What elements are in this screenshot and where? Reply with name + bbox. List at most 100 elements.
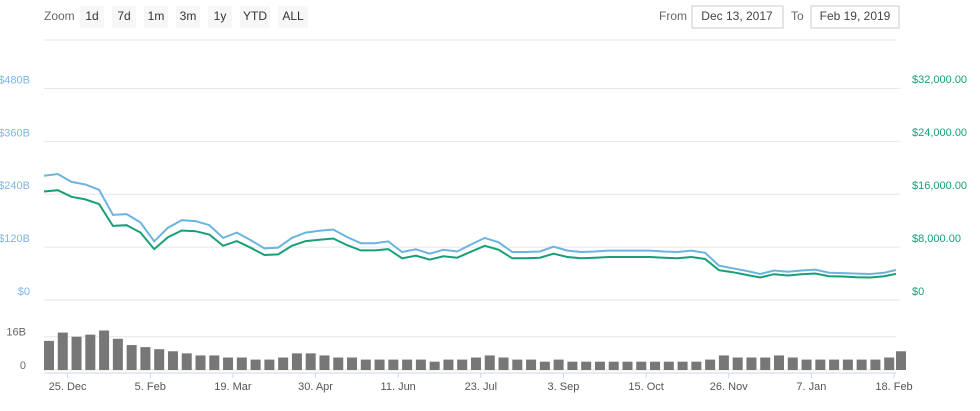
volume-bar (319, 355, 330, 370)
button-bg[interactable] (240, 6, 270, 28)
zoom-label: Zoom (44, 9, 75, 23)
volume-bar (429, 361, 440, 370)
zoom-button[interactable]: 3m (176, 6, 200, 28)
zoom-button[interactable]: 7d (112, 6, 136, 28)
volume-bar (732, 357, 743, 370)
button-label[interactable]: 1d (85, 9, 98, 23)
from-value[interactable]: Dec 13, 2017 (701, 9, 773, 23)
volume-bar (57, 332, 68, 370)
button-bg[interactable] (278, 6, 308, 28)
volume-bar (870, 359, 881, 370)
y-tick-label: $0 (18, 286, 30, 298)
volume-bar (539, 361, 550, 370)
volume-bar (195, 355, 206, 370)
button-bg[interactable] (80, 6, 104, 28)
x-tick-label: 15. Oct (628, 381, 663, 393)
y2-tick-label: $32,000.00 (912, 74, 967, 86)
volume-bar (484, 355, 495, 370)
volume-bar (512, 359, 523, 370)
x-tick-label: 11. Jun (381, 381, 416, 393)
volume-bar (746, 357, 757, 370)
button-label[interactable]: 1y (214, 9, 227, 23)
button-label[interactable]: 1m (148, 9, 165, 23)
button-label[interactable]: YTD (243, 9, 267, 23)
volume-bar (801, 359, 812, 370)
button-label[interactable]: ALL (282, 9, 304, 23)
y2-tick-label: $8,000.00 (912, 233, 961, 245)
zoom-button[interactable]: 1y (208, 6, 232, 28)
volume-bar (457, 359, 468, 370)
y-tick-label: 0 (20, 360, 26, 372)
volume-bar (581, 361, 592, 370)
x-tick-label: 19. Mar (214, 381, 252, 393)
from-input[interactable] (691, 5, 784, 29)
volume-bar (85, 334, 96, 370)
volume-bar (787, 357, 798, 370)
y-tick-label: $120B (0, 233, 30, 245)
volume-bar (140, 347, 151, 370)
zoom-button[interactable]: ALL (278, 6, 308, 28)
from-label: From (659, 9, 687, 23)
volume-bar (181, 353, 192, 370)
y-tick-label: 16B (6, 327, 26, 339)
volume-bar (718, 355, 729, 370)
x-tick-label: 3. Sep (548, 381, 580, 393)
volume-bar (209, 355, 220, 370)
zoom-buttons: 1d 7d 1m 3m 1y YTD ALL (80, 6, 308, 28)
zoom-button[interactable]: 1m (144, 6, 168, 28)
to-value[interactable]: Feb 19, 2019 (820, 9, 891, 23)
volume-bar (677, 361, 688, 370)
to-input[interactable] (810, 5, 900, 29)
volume-bar (856, 359, 867, 370)
zoom-button[interactable]: YTD (240, 6, 270, 28)
x-tick-label: 5. Feb (135, 381, 166, 393)
volume-bar (553, 359, 564, 370)
volume-bar (884, 357, 895, 370)
x-tick-label: 26. Nov (710, 381, 748, 393)
volume-bar (388, 359, 399, 370)
volume-bar (896, 351, 906, 370)
button-label[interactable]: 3m (180, 9, 197, 23)
volume-bar (567, 361, 578, 370)
volume-bar (815, 359, 826, 370)
volume-bar (842, 359, 853, 370)
volume-bar (250, 359, 261, 370)
volume-bar (705, 359, 716, 370)
y-tick-label: $480B (0, 74, 30, 86)
volume-bar (636, 361, 647, 370)
volume-bar (154, 349, 165, 370)
x-tick-label: 25. Dec (49, 381, 87, 393)
volume-bar (278, 357, 289, 370)
button-bg[interactable] (112, 6, 136, 28)
volume-bar (167, 351, 178, 370)
volume-bar (608, 361, 619, 370)
x-tick-label: 23. Jul (465, 381, 497, 393)
zoom-button[interactable]: 1d (80, 6, 104, 28)
volume-bar (305, 353, 316, 370)
volume-bar (99, 330, 110, 370)
volume-bar (594, 361, 605, 370)
x-tick-label: 7. Jan (796, 381, 826, 393)
volume-bar (526, 359, 537, 370)
y-tick-label: $240B (0, 180, 30, 192)
volume-bar (443, 359, 454, 370)
button-bg[interactable] (176, 6, 200, 28)
y-tick-label: $360B (0, 127, 30, 139)
button-label[interactable]: 7d (117, 9, 130, 23)
volume-bar (347, 357, 358, 370)
button-bg[interactable] (144, 6, 168, 28)
volume-bar (333, 357, 344, 370)
volume-bar (470, 357, 481, 370)
y2-tick-label: $0 (912, 286, 924, 298)
volume-bar (360, 359, 371, 370)
y2-tick-label: $16,000.00 (912, 180, 967, 192)
volume-bar (71, 336, 82, 370)
volume-bar (264, 359, 275, 370)
x-tick-label: 30. Apr (298, 381, 333, 393)
button-bg[interactable] (208, 6, 232, 28)
volume-bar (622, 361, 633, 370)
volume-bar (760, 357, 771, 370)
y2-tick-label: $24,000.00 (912, 127, 967, 139)
volume-bar (44, 340, 54, 370)
